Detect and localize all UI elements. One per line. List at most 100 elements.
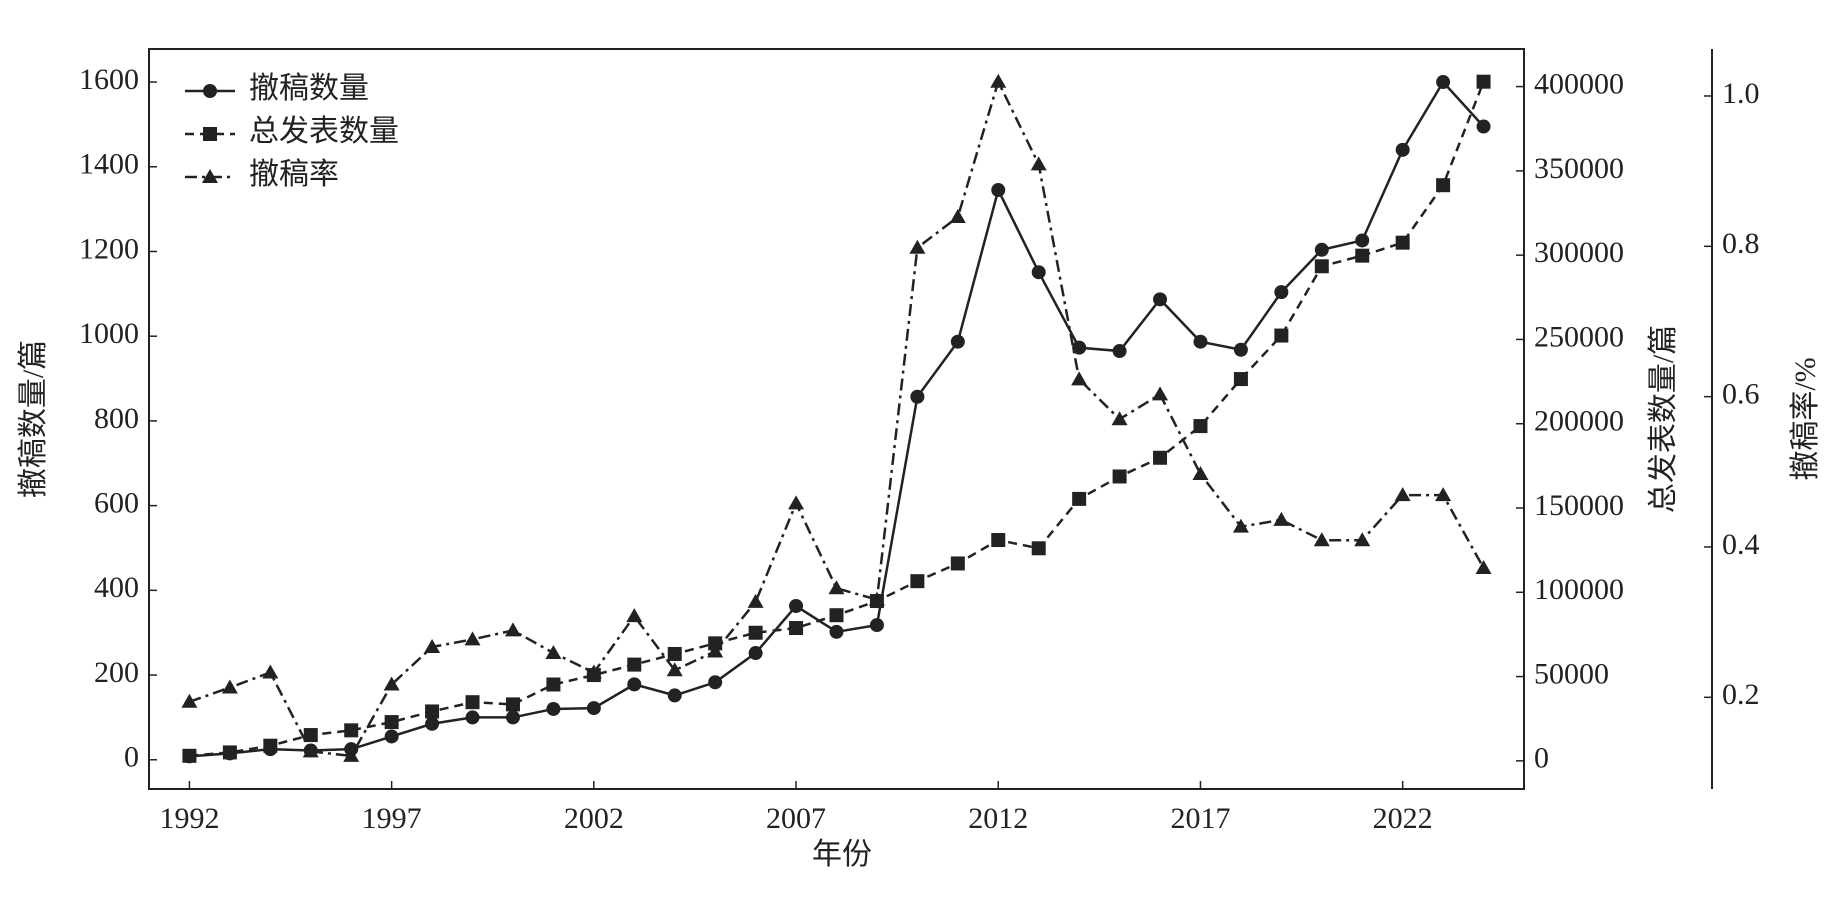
marker xyxy=(1395,235,1410,250)
marker xyxy=(586,701,601,716)
marker xyxy=(1435,487,1452,502)
y2-tick-label: 250000 xyxy=(1534,320,1624,353)
marker xyxy=(1152,386,1169,401)
y-axis-label: 撤稿数量/篇 xyxy=(17,340,50,498)
marker xyxy=(1354,532,1371,547)
y3-tick-label: 0.2 xyxy=(1722,678,1760,711)
marker xyxy=(505,710,520,725)
marker xyxy=(465,710,480,725)
marker xyxy=(464,631,481,646)
marker xyxy=(1072,340,1087,355)
marker xyxy=(1274,285,1289,300)
y2-tick-label: 400000 xyxy=(1534,67,1624,100)
marker xyxy=(202,169,218,183)
y2-tick-label: 200000 xyxy=(1534,405,1624,438)
series-line xyxy=(189,79,1485,758)
y3-tick-label: 0.6 xyxy=(1722,378,1760,411)
marker xyxy=(1153,292,1168,307)
marker xyxy=(504,622,521,637)
marker xyxy=(546,677,561,692)
marker xyxy=(1030,156,1047,171)
marker xyxy=(868,591,885,606)
series-line xyxy=(189,81,1485,758)
y3-tick-label: 0.4 xyxy=(1722,528,1760,561)
marker xyxy=(1273,511,1290,526)
marker xyxy=(1314,242,1329,257)
y-tick-label: 0 xyxy=(124,741,139,774)
marker xyxy=(1193,334,1208,349)
x-tick-label: 2017 xyxy=(1170,802,1230,835)
x-tick-label: 2012 xyxy=(968,802,1028,835)
marker xyxy=(203,84,217,98)
marker xyxy=(546,701,561,716)
marker xyxy=(666,662,683,677)
marker xyxy=(1112,469,1127,484)
marker xyxy=(424,638,441,653)
marker xyxy=(1475,560,1492,575)
y-tick-label: 1000 xyxy=(79,317,139,350)
marker xyxy=(1233,342,1248,357)
marker xyxy=(910,574,925,589)
marker xyxy=(910,389,925,404)
marker xyxy=(627,677,642,692)
marker xyxy=(627,657,642,672)
y2-tick-label: 350000 xyxy=(1534,152,1624,185)
y-tick-label: 800 xyxy=(94,402,139,435)
marker xyxy=(1233,372,1248,387)
marker xyxy=(203,127,217,141)
marker xyxy=(505,697,520,712)
marker xyxy=(545,644,562,659)
marker xyxy=(1476,74,1491,89)
marker xyxy=(1072,491,1087,506)
marker xyxy=(789,621,804,636)
x-tick-label: 2007 xyxy=(766,802,826,835)
marker xyxy=(303,728,318,743)
x-tick-label: 2022 xyxy=(1373,802,1433,835)
marker xyxy=(383,676,400,691)
y2-tick-label: 50000 xyxy=(1534,657,1609,690)
legend-label: 撤稿率 xyxy=(249,158,339,191)
marker xyxy=(302,743,319,758)
y3-tick-label: 1.0 xyxy=(1722,77,1760,110)
marker xyxy=(708,675,723,690)
marker xyxy=(1232,518,1249,533)
y2-tick-label: 0 xyxy=(1534,742,1549,775)
y2-tick-label: 300000 xyxy=(1534,236,1624,269)
marker xyxy=(1274,328,1289,343)
marker xyxy=(425,704,440,719)
marker xyxy=(344,723,359,738)
marker xyxy=(1394,487,1411,502)
y3-axis-label: 撤稿率/% xyxy=(1789,357,1822,480)
plot-frame xyxy=(148,48,1525,790)
marker xyxy=(1111,411,1128,426)
marker xyxy=(748,646,763,661)
marker xyxy=(222,745,237,760)
x-axis-label: 年份 xyxy=(812,838,872,871)
x-tick-label: 1992 xyxy=(159,802,219,835)
marker xyxy=(990,73,1007,88)
marker xyxy=(991,183,1006,198)
marker xyxy=(950,334,965,349)
marker xyxy=(1313,532,1330,547)
marker xyxy=(181,693,198,708)
legend-label: 撤稿数量 xyxy=(249,72,369,105)
marker xyxy=(1355,233,1370,248)
marker xyxy=(667,646,682,661)
x-tick-label: 2002 xyxy=(564,802,624,835)
marker xyxy=(909,239,926,254)
y2-tick-label: 150000 xyxy=(1534,489,1624,522)
marker xyxy=(1031,541,1046,556)
series-line xyxy=(189,78,1485,758)
marker xyxy=(707,643,724,658)
marker xyxy=(1395,142,1410,157)
marker xyxy=(869,618,884,633)
marker xyxy=(828,580,845,595)
marker xyxy=(789,599,804,614)
y-tick-label: 400 xyxy=(94,571,139,604)
marker xyxy=(1436,178,1451,193)
y-tick-label: 1600 xyxy=(79,63,139,96)
y2-tick-label: 100000 xyxy=(1534,573,1624,606)
marker xyxy=(950,556,965,571)
marker xyxy=(1193,419,1208,434)
marker xyxy=(1071,371,1088,386)
